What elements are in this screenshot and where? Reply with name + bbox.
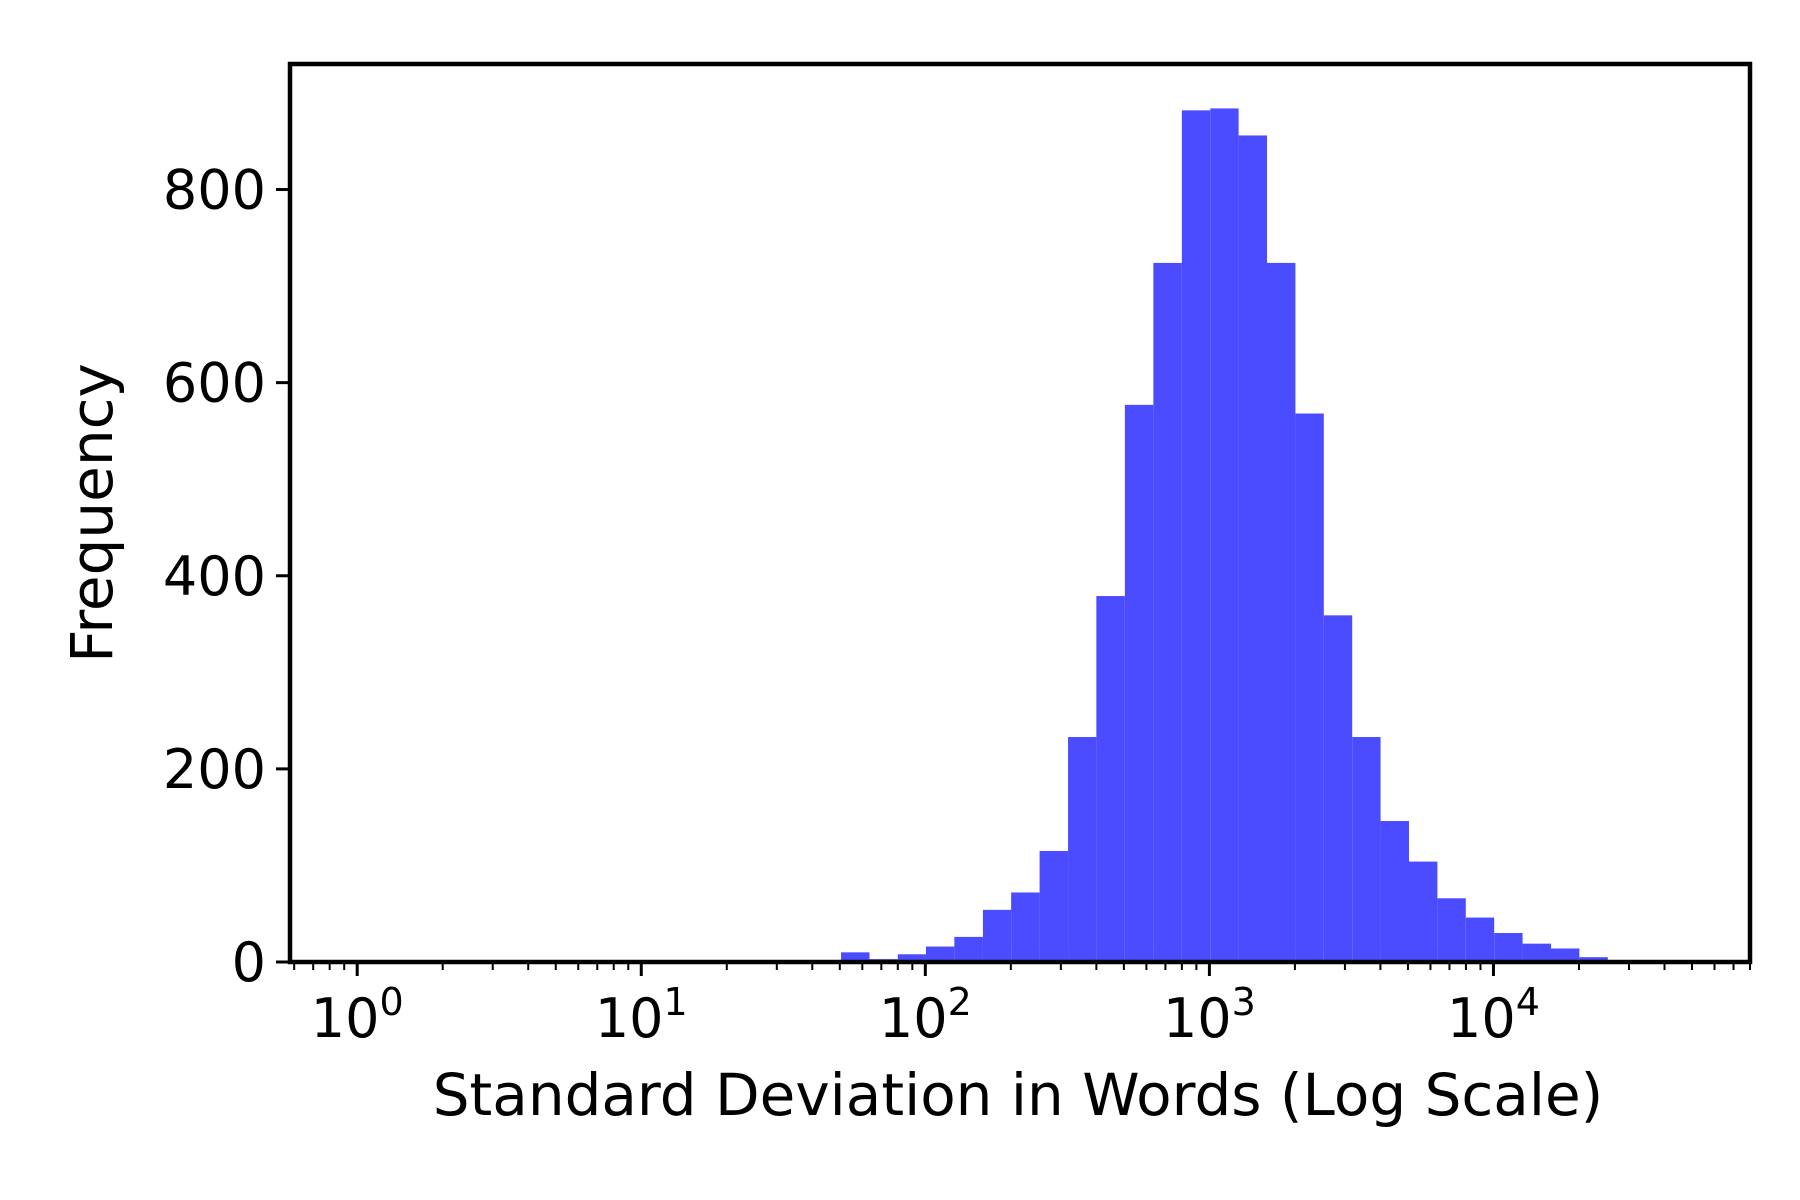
histogram-bar-22 bbox=[1465, 917, 1495, 962]
histogram-bars bbox=[841, 108, 1665, 963]
y-axis-title: Frequency bbox=[58, 363, 126, 663]
x-tick-label: 101 bbox=[595, 980, 688, 1050]
histogram-bar-3 bbox=[925, 946, 955, 962]
histogram-bar-10 bbox=[1124, 404, 1154, 962]
histogram-bar-25 bbox=[1550, 948, 1580, 962]
histogram-bar-16 bbox=[1295, 413, 1324, 963]
histogram-bar-12 bbox=[1181, 110, 1211, 962]
y-tick-label: 0 bbox=[232, 931, 266, 994]
y-tick-label: 200 bbox=[163, 738, 266, 801]
histogram-bar-13 bbox=[1210, 108, 1239, 962]
histogram-bar-2 bbox=[897, 954, 926, 962]
histogram-bar-18 bbox=[1352, 737, 1381, 962]
x-axis-title: Standard Deviation in Words (Log Scale) bbox=[433, 1061, 1604, 1129]
histogram-bar-21 bbox=[1437, 898, 1466, 962]
y-tick-label: 800 bbox=[163, 159, 266, 222]
histogram-bar-14 bbox=[1238, 135, 1267, 963]
histogram-bar-0 bbox=[841, 952, 870, 962]
x-tick-label: 102 bbox=[879, 980, 972, 1050]
histogram-bar-15 bbox=[1266, 262, 1296, 962]
histogram-bar-8 bbox=[1068, 737, 1097, 962]
x-tick-label: 103 bbox=[1163, 980, 1256, 1050]
x-tick-label: 100 bbox=[311, 980, 404, 1050]
histogram-bar-7 bbox=[1039, 850, 1069, 962]
x-axis-ticks: 100 101 102 103 104 bbox=[293, 962, 1751, 1050]
histogram-bar-23 bbox=[1494, 933, 1523, 962]
y-tick-label: 600 bbox=[163, 352, 266, 415]
histogram-bar-5 bbox=[982, 909, 1012, 962]
histogram-bar-20 bbox=[1408, 861, 1438, 962]
y-axis-ticks: 0 200 400 600 800 bbox=[163, 159, 290, 994]
histogram-bar-6 bbox=[1011, 892, 1040, 962]
histogram-bar-11 bbox=[1153, 262, 1182, 962]
x-tick-label: 104 bbox=[1447, 980, 1540, 1050]
histogram-bar-17 bbox=[1323, 615, 1353, 962]
histogram-bar-4 bbox=[954, 936, 983, 962]
y-tick-label: 400 bbox=[163, 545, 266, 608]
histogram-bar-24 bbox=[1522, 943, 1551, 962]
histogram-bar-9 bbox=[1096, 596, 1125, 962]
histogram-bar-19 bbox=[1380, 821, 1409, 962]
plot-frame bbox=[287, 61, 1753, 965]
histogram-bar-26 bbox=[1579, 957, 1608, 962]
